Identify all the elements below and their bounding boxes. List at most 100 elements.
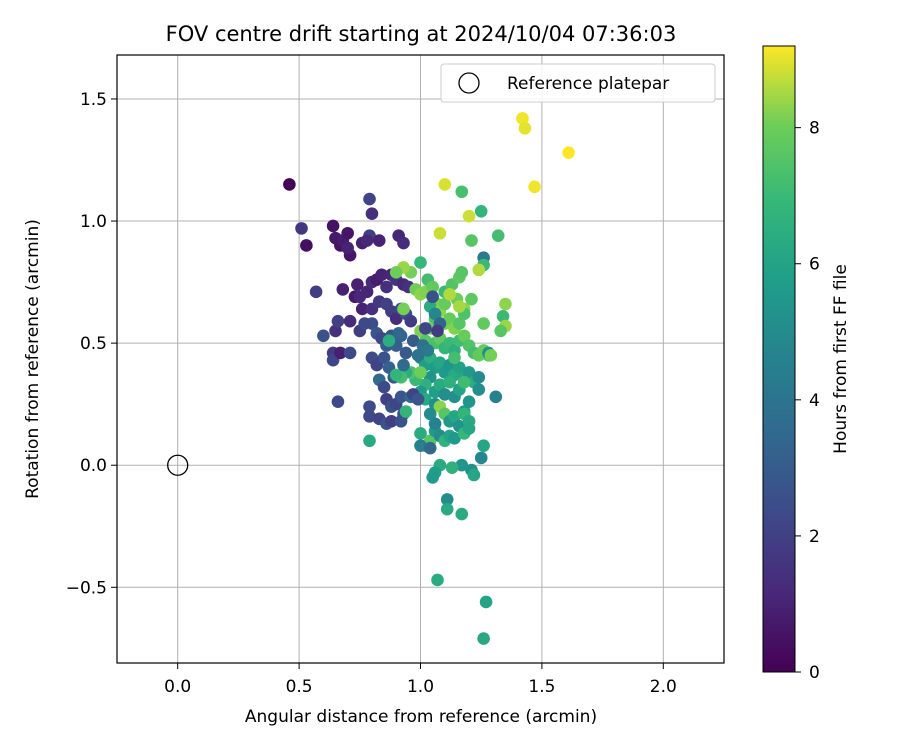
data-point <box>397 358 410 372</box>
colorbar-tick-label: 2 <box>809 527 820 547</box>
y-tick-label: 1.0 <box>80 212 107 232</box>
colorbar-label: Hours from first FF file <box>831 264 851 454</box>
data-point <box>562 146 575 159</box>
data-point <box>414 366 427 379</box>
data-point <box>360 285 374 299</box>
data-point <box>443 375 456 389</box>
data-point <box>518 121 532 135</box>
data-point <box>382 334 396 347</box>
data-point <box>453 300 466 313</box>
data-point <box>448 432 461 445</box>
data-point <box>343 346 357 360</box>
data-point <box>300 239 313 252</box>
data-point <box>334 346 347 360</box>
data-point <box>431 573 444 587</box>
data-point <box>392 327 405 340</box>
x-tick-label: 1.5 <box>528 677 555 697</box>
data-point <box>326 219 340 233</box>
data-point <box>455 458 469 472</box>
data-point <box>453 361 466 374</box>
data-point <box>426 290 439 304</box>
data-point <box>331 395 345 409</box>
y-axis-ticks: −0.5 0.0 0.5 1.0 1.5 <box>66 90 117 598</box>
data-point <box>414 256 427 269</box>
data-point <box>457 375 471 389</box>
data-point <box>474 204 488 218</box>
colorbar-tick-label: 0 <box>809 663 820 683</box>
colorbar-ticks: 0 2 4 6 8 <box>795 119 820 683</box>
data-point <box>462 422 476 435</box>
data-point <box>433 356 447 369</box>
y-tick-label: 1.5 <box>80 90 107 110</box>
data-point <box>394 414 408 428</box>
data-point <box>283 178 296 191</box>
data-point <box>404 314 418 328</box>
data-point <box>465 292 478 306</box>
data-point <box>411 349 425 362</box>
data-point <box>438 178 452 191</box>
data-point <box>363 400 376 413</box>
data-point <box>394 390 408 404</box>
data-point <box>389 312 403 326</box>
data-point <box>363 192 376 206</box>
data-point <box>465 234 478 247</box>
data-point <box>336 283 350 296</box>
x-tick-label: 1.0 <box>407 677 434 697</box>
data-point <box>445 461 459 474</box>
data-point <box>411 392 425 406</box>
data-point <box>516 112 529 125</box>
data-point <box>317 329 330 343</box>
data-point <box>472 263 486 277</box>
data-point <box>397 302 410 316</box>
data-point <box>399 405 413 418</box>
legend: Reference platepar <box>440 63 716 103</box>
x-tick-label: 0.5 <box>286 677 313 697</box>
data-point <box>363 434 376 448</box>
data-point <box>397 236 410 250</box>
reference-marker <box>167 454 189 476</box>
data-point <box>467 468 481 482</box>
data-point <box>528 180 541 194</box>
x-tick-label: 2.0 <box>650 677 677 697</box>
data-point <box>377 380 391 394</box>
data-point <box>375 268 388 282</box>
data-point <box>477 317 490 330</box>
data-point <box>423 407 437 421</box>
data-point <box>363 410 376 423</box>
data-point <box>414 439 427 452</box>
scatter-points <box>283 112 575 645</box>
data-point <box>385 414 398 428</box>
data-point <box>448 410 461 423</box>
data-point <box>365 207 379 221</box>
data-point <box>419 322 432 335</box>
data-point <box>462 209 476 223</box>
data-point <box>455 266 469 279</box>
data-point <box>341 226 354 240</box>
data-point <box>329 324 342 338</box>
data-point <box>457 329 471 343</box>
data-point <box>423 441 437 455</box>
x-tick-label: 0.0 <box>164 677 191 697</box>
data-point <box>360 234 374 247</box>
data-point <box>477 439 490 452</box>
data-point <box>428 307 442 321</box>
data-point <box>433 378 447 391</box>
data-point <box>448 351 461 365</box>
colorbar-tick-label: 4 <box>809 391 820 411</box>
data-point <box>489 390 503 404</box>
data-point <box>355 302 369 316</box>
legend-entry: Reference platepar <box>507 74 669 94</box>
data-point <box>372 234 386 247</box>
legend-box <box>440 63 716 103</box>
data-point <box>341 241 354 255</box>
y-tick-label: 0.0 <box>80 456 107 476</box>
y-axis-title: Rotation from reference (arcmin) <box>23 219 43 499</box>
data-point <box>358 317 371 330</box>
data-point <box>455 507 469 521</box>
colorbar-tick-label: 8 <box>809 119 820 139</box>
data-point <box>389 368 403 382</box>
data-point <box>377 351 391 365</box>
data-point <box>472 371 486 384</box>
data-point <box>474 451 488 465</box>
